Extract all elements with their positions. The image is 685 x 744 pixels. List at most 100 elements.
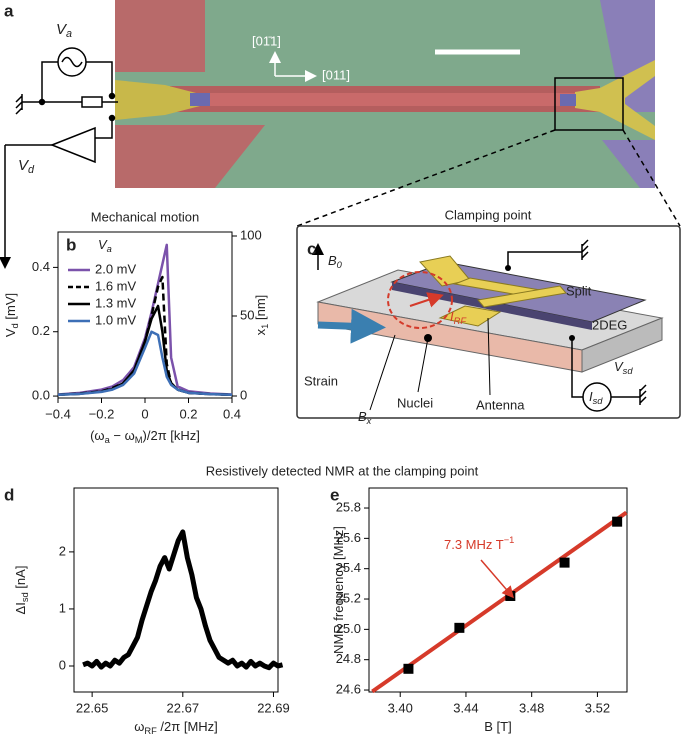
section-title: Resistively detected NMR at the clamping… [206,463,479,478]
x-tick-label: 0 [141,406,148,421]
text-part: d [28,164,35,176]
x-tick-label: 22.67 [167,700,200,715]
voltage-label: Va [56,21,72,40]
y-tick-label: 25.0 [336,621,361,636]
y2-tick-label: 0 [240,387,247,402]
text-part: ω [134,719,144,734]
diagram-label: Antenna [476,397,525,412]
x-axis-label: (ωa − ωM)/2π [kHz] [90,428,200,445]
x-tick-label: 0.2 [179,406,197,421]
diagram-label: Nuclei [397,395,433,410]
text-part: V [98,237,108,252]
legend-label: 1.3 mV [95,295,137,310]
y-axis-label: ΔIsd [nA] [13,566,30,615]
data-line [57,330,233,397]
text-part: B [T] [484,719,511,734]
data-line [82,529,284,671]
chart-title: Mechanical motion [91,209,199,224]
annotation-arrow [480,559,514,599]
text-part: V [56,21,68,38]
y-tick-label: 24.6 [336,681,361,696]
y-tick-label: 25.6 [336,530,361,545]
text-part: 1 [260,324,270,329]
x-tick-label: 22.65 [76,700,109,715]
x-tick-label: 3.52 [585,700,610,715]
x-tick-label: 3.48 [519,700,544,715]
x-tick-label: 3.44 [453,700,478,715]
x-tick-label: −0.4 [45,406,71,421]
text-part: d [10,323,20,328]
text-part: V [3,328,18,337]
text-part: B [358,409,367,424]
text-part: − ω [110,428,135,443]
panel-letter: e [330,485,339,504]
text-part: x [366,416,372,426]
diagram-label: Split [566,283,592,298]
text-part: B [328,253,337,268]
panel-title: Clamping point [445,207,532,222]
diagram-label: IRF [450,309,467,326]
panel-letter: b [66,235,76,254]
x-axis-label: B [T] [484,719,511,734]
diagram-label: 2DEG [592,317,627,332]
legend-title: Va [98,237,112,254]
direction-label: [011] [322,67,350,82]
text-part: 7.3 MHz T [444,537,504,552]
device-diagram [296,225,681,419]
text-part: −1 [504,535,515,545]
text-part: [nm] [253,295,268,324]
text-part: V [614,359,624,374]
x-tick-label: 22.69 [257,700,290,715]
plot-frame [73,487,279,693]
legend-label: 1.0 mV [95,312,137,327]
text-part: M [135,435,143,445]
data-line [57,243,233,396]
text-part: a [105,435,111,445]
text-part: sd [20,592,30,602]
text-part: ΔI [13,602,28,614]
y2-tick-label: 100 [240,227,262,242]
data-line [371,510,628,694]
y-tick-label: 0.2 [32,323,50,338]
text-part: I [589,389,593,404]
diagram-label: Strain [304,373,338,388]
text-part: )/2π [kHz] [143,428,200,443]
data-point [559,557,570,568]
circuit [0,47,681,269]
voltage-label: Vd [18,157,35,176]
y2-axis-label: x1 [nm] [253,295,270,336]
x-axis-label: ωRF /2π [MHz] [134,719,218,736]
diagram-label: Bx [358,409,372,426]
data-point [505,590,516,601]
text-part: sd [623,366,634,376]
y-tick-label: 0 [59,657,66,672]
diagram-label: B0 [328,253,343,270]
text-part: [mV] [3,293,18,323]
text-part: /2π [MHz] [157,719,218,734]
text-part: x [253,328,268,335]
annotation: 7.3 MHz T−1 [444,535,514,552]
text-part: RF [144,726,157,736]
text-part: (ω [90,428,104,443]
data-point [612,516,623,527]
text-part: V [18,157,30,174]
y-tick-label: 25.8 [336,499,361,514]
text-part: [nA] [13,566,28,593]
text-part: I [450,309,454,324]
y-tick-label: 24.8 [336,651,361,666]
y-tick-label: 0.0 [32,388,50,403]
x-tick-label: 0.4 [223,406,241,421]
x-tick-label: 3.40 [388,700,413,715]
diagram-label: Isd [589,389,603,406]
plot-frame [57,231,233,399]
y-axis-label: Vd [mV] [3,293,20,337]
data-point [403,663,414,674]
panel-letter: d [4,485,14,504]
x-tick-label: −0.2 [89,406,115,421]
diagram-label: Vsd [614,359,633,376]
y-axis-label: NMR frequency [MHz] [331,526,346,654]
y-tick-label: 25.2 [336,590,361,605]
